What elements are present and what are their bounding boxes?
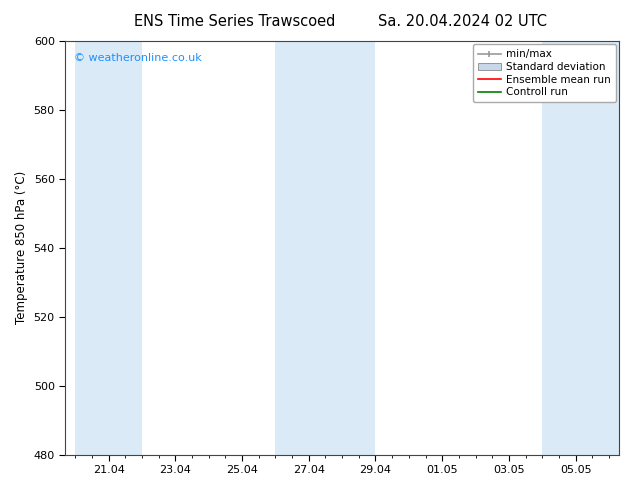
- Bar: [108, 41, 142, 455]
- Text: Sa. 20.04.2024 02 UTC: Sa. 20.04.2024 02 UTC: [378, 14, 547, 29]
- Bar: [542, 41, 619, 455]
- Text: © weatheronline.co.uk: © weatheronline.co.uk: [74, 53, 201, 64]
- Legend: min/max, Standard deviation, Ensemble mean run, Controll run: min/max, Standard deviation, Ensemble me…: [472, 44, 616, 102]
- Bar: [75, 41, 108, 455]
- Bar: [275, 41, 309, 455]
- Y-axis label: Temperature 850 hPa (°C): Temperature 850 hPa (°C): [15, 171, 28, 324]
- Bar: [309, 41, 375, 455]
- Text: ENS Time Series Trawscoed: ENS Time Series Trawscoed: [134, 14, 335, 29]
